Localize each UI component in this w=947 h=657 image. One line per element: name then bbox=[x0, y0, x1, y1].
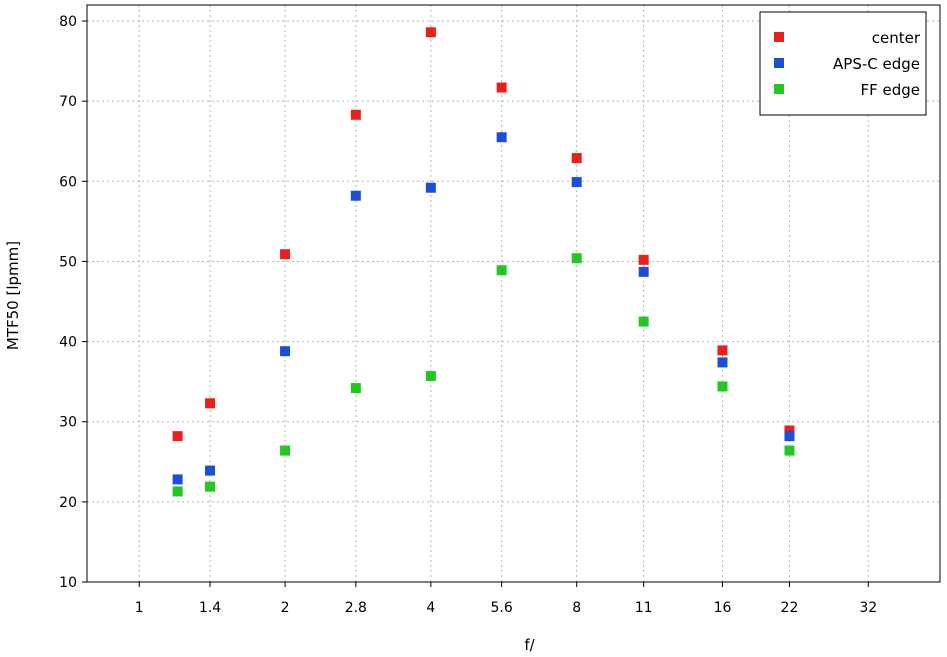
data-point bbox=[638, 266, 649, 277]
data-point bbox=[280, 249, 291, 260]
legend-swatch bbox=[774, 84, 784, 94]
data-point bbox=[350, 383, 361, 394]
y-tick-label: 40 bbox=[59, 335, 77, 351]
legend-swatch bbox=[774, 58, 784, 68]
data-points bbox=[172, 27, 795, 497]
data-point bbox=[571, 153, 582, 164]
data-point bbox=[205, 481, 216, 492]
y-tick-label: 50 bbox=[59, 254, 77, 270]
data-point bbox=[425, 371, 436, 382]
y-tick-label: 70 bbox=[59, 94, 77, 110]
data-point bbox=[638, 316, 649, 327]
data-point bbox=[205, 465, 216, 476]
data-point bbox=[172, 474, 183, 485]
data-point bbox=[496, 132, 507, 143]
legend-box bbox=[759, 11, 927, 116]
data-point bbox=[571, 253, 582, 264]
x-tick-label: 4 bbox=[426, 600, 435, 616]
y-tick-label: 10 bbox=[59, 575, 77, 591]
y-axis-title: MTF50 [lpmm] bbox=[4, 241, 22, 350]
legend-label: center bbox=[872, 29, 921, 47]
x-tick-label: 1 bbox=[135, 600, 144, 616]
y-tick-label: 60 bbox=[59, 174, 77, 190]
data-point bbox=[717, 381, 728, 392]
x-tick-label: 1.4 bbox=[199, 600, 221, 616]
x-tick-label: 2.8 bbox=[345, 600, 367, 616]
data-point bbox=[496, 265, 507, 276]
x-tick-label: 32 bbox=[859, 600, 877, 616]
legend-label: FF edge bbox=[860, 81, 920, 99]
legend-label: APS-C edge bbox=[833, 55, 920, 73]
data-point bbox=[717, 345, 728, 356]
legend: center APS-C edge FF edge bbox=[759, 11, 927, 116]
series-aps-c-edge bbox=[172, 132, 795, 485]
x-tick-label: 2 bbox=[281, 600, 290, 616]
series-ff-edge bbox=[172, 253, 795, 497]
x-tick-label: 11 bbox=[635, 600, 653, 616]
data-point bbox=[784, 431, 795, 442]
y-tick-label: 80 bbox=[59, 14, 77, 30]
y-tick-label: 20 bbox=[59, 495, 77, 511]
data-point bbox=[350, 109, 361, 120]
data-point bbox=[717, 357, 728, 368]
data-point bbox=[425, 27, 436, 38]
data-point bbox=[571, 177, 582, 188]
data-point bbox=[784, 425, 795, 436]
data-point bbox=[784, 445, 795, 456]
x-tick-label: 5.6 bbox=[491, 600, 513, 616]
data-point bbox=[172, 431, 183, 442]
data-point bbox=[496, 82, 507, 93]
data-point bbox=[172, 486, 183, 497]
data-point bbox=[638, 254, 649, 265]
data-point bbox=[350, 190, 361, 201]
data-point bbox=[280, 346, 291, 357]
x-tick-label: 22 bbox=[781, 600, 799, 616]
x-tick-label: 16 bbox=[714, 600, 732, 616]
x-axis-title: f/ bbox=[524, 636, 535, 654]
series-center bbox=[172, 27, 795, 442]
plot-area-frame bbox=[86, 4, 941, 583]
axis-ticks: 1 1.4 2 2.8 4 5.6 8 11 16 22 32 10 20 30 40 50 60 70 80 bbox=[59, 14, 877, 616]
x-tick-label: 8 bbox=[572, 600, 581, 616]
y-tick-label: 30 bbox=[59, 415, 77, 431]
data-point bbox=[425, 182, 436, 193]
data-point bbox=[280, 445, 291, 456]
data-point bbox=[205, 398, 216, 409]
legend-swatch bbox=[774, 32, 784, 42]
